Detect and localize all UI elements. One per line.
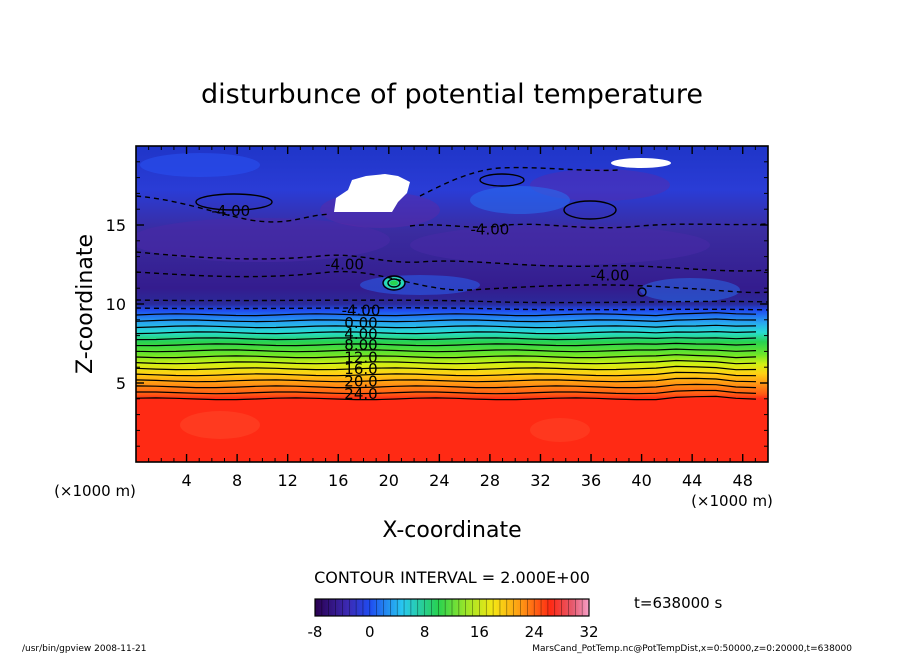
plot-area xyxy=(136,146,768,462)
contour-label: -4.00 xyxy=(342,301,381,319)
y-tick-label: 15 xyxy=(106,216,126,235)
colorbar-tick-label: 32 xyxy=(579,623,598,641)
x-tick-label: 24 xyxy=(429,471,449,490)
contour-line xyxy=(136,395,757,401)
colorbar-tick-label: 24 xyxy=(525,623,544,641)
contour-label: 4.00 xyxy=(344,325,377,343)
contour-label: 24.0 xyxy=(344,385,377,403)
blue-patch xyxy=(470,186,570,214)
contour-line xyxy=(136,383,757,389)
x-tick-label: 12 xyxy=(278,471,298,490)
field-background xyxy=(136,146,768,462)
purple-patch xyxy=(136,218,390,262)
missing-value-region xyxy=(334,174,410,212)
contour-line xyxy=(387,278,401,288)
contour-label: 0.00 xyxy=(344,314,377,332)
y-axis: 5 10 15 xyxy=(106,161,768,447)
contour-line xyxy=(136,354,757,359)
colorbar-tick-label: 16 xyxy=(470,623,489,641)
x-unit-left: (×1000 m) xyxy=(54,482,136,500)
contour-label: -4.00 xyxy=(325,256,364,274)
missing-value-region xyxy=(611,158,671,168)
contour-line xyxy=(136,195,331,223)
y-tick-label: 5 xyxy=(116,374,126,393)
contour-line xyxy=(136,389,757,395)
contour-line xyxy=(136,307,768,311)
contour-line xyxy=(195,193,273,211)
x-axis-label: X-coordinate xyxy=(382,518,521,543)
purple-patch xyxy=(530,169,670,201)
colorbar-stripes xyxy=(321,599,583,616)
small-solid-contours xyxy=(195,173,647,297)
x-tick-label: 48 xyxy=(733,471,753,490)
negative-contours xyxy=(136,166,768,311)
colorbar-tick-label: 8 xyxy=(420,623,430,641)
x-tick-label: 8 xyxy=(232,471,242,490)
contour-line xyxy=(637,287,647,297)
x-tick-label: 36 xyxy=(581,471,601,490)
x-tick-label: 20 xyxy=(379,471,399,490)
time-label: t=638000 s xyxy=(634,594,722,612)
contour-interval: CONTOUR INTERVAL = 2.000E+00 xyxy=(314,568,590,587)
contour-label: -4.00 xyxy=(471,221,510,239)
contour-line xyxy=(136,318,757,323)
x-tick-label: 40 xyxy=(631,471,651,490)
contour-line xyxy=(136,365,757,371)
colorbar-tick-label: -8 xyxy=(308,623,323,641)
contour-label: 12.0 xyxy=(344,349,377,367)
contour-line xyxy=(136,299,768,304)
contour-line xyxy=(136,270,768,294)
stratified-contours xyxy=(136,312,757,401)
contour-labels: -4.00-4.00-4.00-4.00-4.000.004.008.0012.… xyxy=(211,202,629,403)
contour-line xyxy=(136,377,757,383)
contour-label: 8.00 xyxy=(344,336,377,354)
blue-patch xyxy=(640,278,740,302)
contour-line xyxy=(136,359,757,365)
x-tick-label: 32 xyxy=(530,471,550,490)
contour-line xyxy=(136,330,757,335)
contour-line xyxy=(136,312,757,317)
x-axis: 4 8 12 16 20 24 28 32 36 40 44 48 xyxy=(148,146,756,490)
y-tick-label: 10 xyxy=(106,295,126,314)
purple-patch xyxy=(410,225,710,265)
chart-title: disturbunce of potential temperature xyxy=(201,79,703,110)
contour-line xyxy=(136,251,768,272)
contour-line xyxy=(136,348,757,353)
red-variation xyxy=(530,418,590,442)
contour-label: -4.00 xyxy=(211,202,250,220)
x-tick-label: 44 xyxy=(682,471,702,490)
contour-line xyxy=(409,223,768,229)
footer-right: MarsCand_PotTemp.nc@PotTempDist,x=0:5000… xyxy=(532,644,852,654)
contour-label: 20.0 xyxy=(344,372,377,390)
footer-left: /usr/bin/gpview 2008-11-21 xyxy=(22,644,146,654)
contour-label: 16.0 xyxy=(344,360,377,378)
y-axis-label: Z-coordinate xyxy=(73,234,98,374)
x-tick-label: 28 xyxy=(480,471,500,490)
contour-line xyxy=(136,371,757,377)
x-unit-right: (×1000 m) xyxy=(691,492,773,510)
contour-line xyxy=(419,166,621,197)
x-tick-label: 4 xyxy=(181,471,191,490)
colorbar-frame xyxy=(314,598,590,617)
contour-line xyxy=(479,173,525,187)
contour-line xyxy=(136,324,757,329)
contour-line xyxy=(382,275,406,291)
contour-line xyxy=(563,200,617,220)
contour-line xyxy=(136,342,757,347)
contour-label: -4.00 xyxy=(591,267,630,285)
colorbar-tick-label: 0 xyxy=(365,623,375,641)
x-tick-label: 16 xyxy=(328,471,348,490)
swirl-feature xyxy=(390,280,398,286)
blue-patch xyxy=(140,153,260,177)
blue-patch xyxy=(360,275,480,295)
colorbar-labels: -8 0 8 16 24 32 xyxy=(308,623,599,641)
colorbar: -8 0 8 16 24 32 xyxy=(308,598,599,641)
red-variation xyxy=(180,411,260,439)
contour-line xyxy=(136,337,757,341)
